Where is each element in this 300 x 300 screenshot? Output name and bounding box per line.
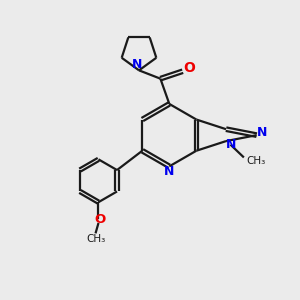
- Text: O: O: [94, 214, 105, 226]
- Text: N: N: [132, 58, 143, 71]
- Text: N: N: [226, 138, 237, 151]
- Text: N: N: [257, 126, 267, 139]
- Text: CH₃: CH₃: [86, 234, 105, 244]
- Text: O: O: [183, 61, 195, 75]
- Text: N: N: [164, 165, 175, 178]
- Text: CH₃: CH₃: [246, 156, 266, 166]
